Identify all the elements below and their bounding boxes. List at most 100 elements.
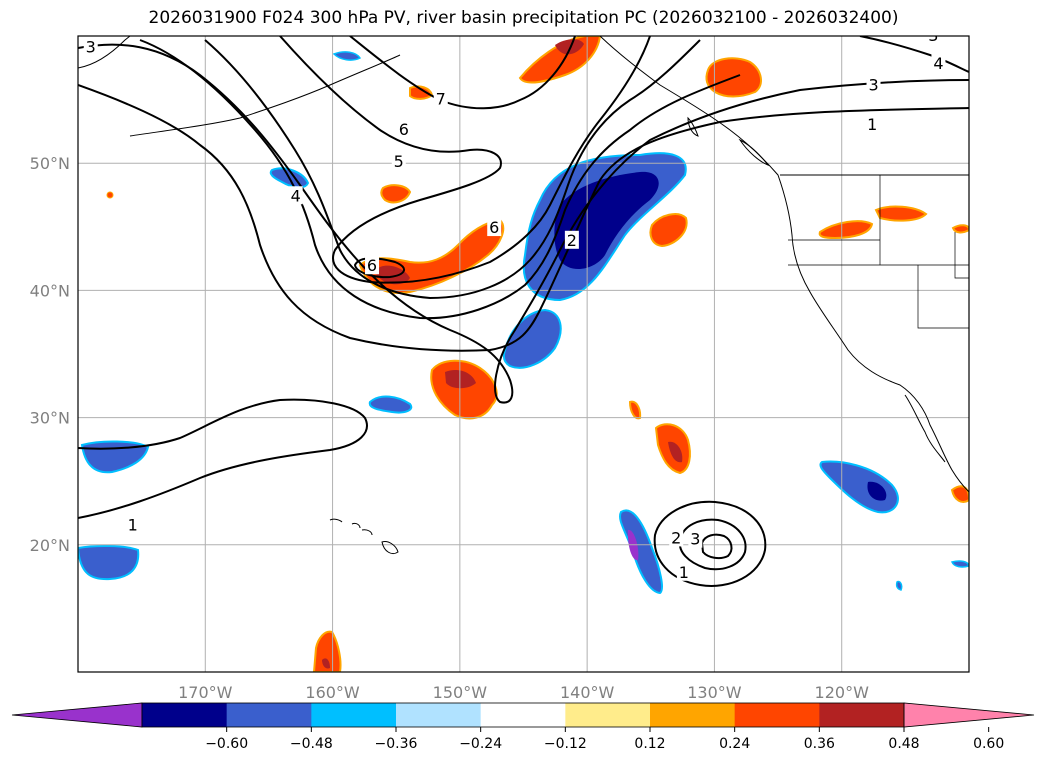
colorbar-segment <box>396 703 482 727</box>
strong-positive-core <box>555 39 584 55</box>
strong-positive-core <box>322 658 330 669</box>
contour-label: 4 <box>291 186 301 205</box>
colorbar-tick-label: 0.60 <box>973 736 1004 752</box>
positive-anomaly <box>106 191 114 199</box>
colorbar-segment <box>142 703 228 727</box>
pv-contour-2-low <box>678 518 747 571</box>
longitude-tick-labels: 170°W 160°W 150°W 140°W 130°W 120°W <box>178 683 869 702</box>
contour-label: 5 <box>394 152 404 171</box>
contour-label-bg <box>564 230 579 249</box>
hawaii-islands <box>329 518 373 536</box>
colorbar-tick-label: 0.36 <box>804 736 835 752</box>
lat-tick-label: 50°N <box>30 154 70 173</box>
latitude-tick-labels: 20°N 30°N 40°N 50°N <box>30 154 70 555</box>
negative-anomaly <box>895 580 903 591</box>
figure-title: 2026031900 F024 300 hPa PV, river basin … <box>148 8 899 28</box>
contour-label-bg <box>433 89 448 108</box>
gridlines <box>78 36 969 672</box>
us-state-borders <box>788 175 969 329</box>
pv-contour-7 <box>349 36 576 110</box>
contour-label-bg <box>669 528 684 547</box>
positive-anomaly <box>380 184 412 204</box>
contour-label: 2 <box>671 528 681 547</box>
contour-label: 1 <box>128 516 138 535</box>
colorbar <box>11 702 1035 728</box>
lat-tick-label: 20°N <box>30 536 70 555</box>
pv-contour-1-low <box>653 500 767 587</box>
alaska-coast <box>78 36 131 69</box>
colorbar-extend-low <box>11 702 143 728</box>
aleutian-islands <box>129 54 401 137</box>
map-frame <box>77 35 970 673</box>
colorbar-segment <box>311 703 397 727</box>
negative-anomaly <box>332 51 362 61</box>
contour-label: 2 <box>567 231 577 250</box>
colorbar-tick-label: 0.12 <box>634 736 665 752</box>
negative-anomaly <box>78 544 140 581</box>
baja-california <box>904 394 946 463</box>
contour-label-bg <box>365 256 380 275</box>
contour-label: 1 <box>867 115 877 134</box>
coastlines <box>78 36 969 555</box>
negative-anomaly <box>502 308 562 369</box>
contour-label: 1 <box>679 563 689 582</box>
pv-contour-6a <box>279 36 651 284</box>
contour-label-bg <box>688 529 703 548</box>
colorbar-extend-high <box>903 702 1035 728</box>
lon-tick-label: 150°W <box>433 683 488 702</box>
strong-positive-core <box>668 441 683 463</box>
pv-contour-1-south <box>78 398 368 519</box>
lon-tick-label: 120°W <box>815 683 870 702</box>
strong-positive-core <box>375 265 410 285</box>
colorbar-segment <box>650 703 736 727</box>
contour-label-bg <box>866 75 881 94</box>
colorbar-labels: −0.60 −0.48 −0.36 −0.24 −0.12 0.12 0.24 0.36 0.4… <box>205 727 1004 752</box>
colorbar-tick-label: −0.60 <box>205 736 248 752</box>
colorbar-tick-label: −0.48 <box>290 736 333 752</box>
hawaii-island <box>381 541 399 555</box>
colorbar-tick-label: 0.24 <box>719 736 750 752</box>
contour-label-bg <box>83 37 98 56</box>
colorbar-tick-label: −0.24 <box>459 736 502 752</box>
colorbar-tick-label: −0.36 <box>375 736 418 752</box>
contour-label-bg <box>288 186 303 205</box>
pv-contour-3-low <box>700 533 733 560</box>
contour-label-bg <box>125 515 140 534</box>
north-american-coastline <box>599 36 969 493</box>
colorbar-segment <box>226 703 312 727</box>
positive-anomaly <box>950 485 969 503</box>
contour-label: 6 <box>367 256 377 275</box>
positive-anomaly <box>951 224 969 234</box>
contour-label-bg <box>926 36 941 44</box>
contour-label: 3 <box>690 530 700 549</box>
colorbar-segment <box>565 703 651 727</box>
positive-anomaly <box>874 205 928 222</box>
contour-label-bg <box>676 562 691 581</box>
lat-tick-label: 30°N <box>30 409 70 428</box>
strong-positive-core <box>445 370 476 389</box>
colorbar-segment <box>819 703 905 727</box>
pv-contour-4 <box>139 39 741 320</box>
colorbar-segment <box>734 703 820 727</box>
contour-label: 6 <box>399 120 409 139</box>
pv-contour-5 <box>204 39 701 300</box>
vancouver-island <box>738 138 770 167</box>
contour-label: 4 <box>933 54 943 73</box>
pv-contours <box>78 36 969 587</box>
lat-tick-label: 40°N <box>30 281 70 300</box>
pv-contour-3 <box>78 43 969 404</box>
contour-label-bg <box>487 218 502 237</box>
contour-label-bg <box>865 115 880 134</box>
colorbar-segment <box>480 703 566 727</box>
strong-negative-core <box>867 481 887 501</box>
contour-label: 3 <box>928 26 938 45</box>
negative-anomaly <box>368 395 413 414</box>
colorbar-tick-label: −0.12 <box>544 736 587 752</box>
contour-label: 3 <box>86 37 96 56</box>
lon-tick-label: 170°W <box>178 683 233 702</box>
contour-label-bg <box>931 53 946 72</box>
lon-tick-label: 160°W <box>305 683 360 702</box>
pv-contour-northeast <box>859 36 969 73</box>
